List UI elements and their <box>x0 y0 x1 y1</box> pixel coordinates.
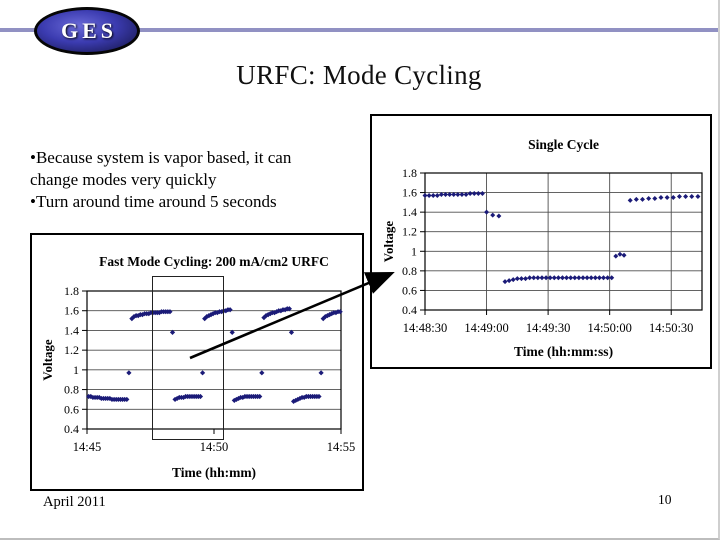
svg-text:14:50: 14:50 <box>200 440 228 454</box>
bullet-line: change modes very quickly <box>30 170 217 190</box>
svg-text:1.2: 1.2 <box>64 343 79 357</box>
svg-text:1.8: 1.8 <box>402 166 417 180</box>
svg-text:14:50:30: 14:50:30 <box>649 321 693 335</box>
page-number: 10 <box>658 492 672 507</box>
svg-text:Time (hh:mm:ss): Time (hh:mm:ss) <box>514 344 613 359</box>
single-cycle-chart-svg: 1.8 1.6 1.4 1.2 1 0.8 0.6 0.4 14:48:30 14:49:00 14… <box>381 137 703 359</box>
svg-text:14:50:00: 14:50:00 <box>587 321 631 335</box>
footer-date: April 2011 <box>43 494 106 510</box>
ges-logo: GES <box>34 7 140 55</box>
svg-text:0.6: 0.6 <box>64 402 79 416</box>
svg-text:1: 1 <box>411 244 417 258</box>
svg-text:14:49:00: 14:49:00 <box>464 321 508 335</box>
svg-text:0.4: 0.4 <box>64 422 79 436</box>
zoom-region-rectangle <box>152 276 224 440</box>
single-cycle-chart: 1.8 1.6 1.4 1.2 1 0.8 0.6 0.4 14:48:30 14:49:00 14… <box>370 114 712 369</box>
svg-text:0.8: 0.8 <box>402 264 417 278</box>
svg-text:1.4: 1.4 <box>64 323 79 337</box>
svg-text:1.2: 1.2 <box>402 225 417 239</box>
svg-text:Time (hh:mm): Time (hh:mm) <box>172 465 256 480</box>
bullet-line: •Turn around time around 5 seconds <box>30 192 277 212</box>
svg-text:0.6: 0.6 <box>402 283 417 297</box>
bullet-list: •Because system is vapor based, it can ch… <box>30 147 365 213</box>
svg-text:14:49:30: 14:49:30 <box>526 321 570 335</box>
accent-divider-line <box>0 28 718 32</box>
svg-text:Fast Mode Cycling: 200 mA/cm2: Fast Mode Cycling: 200 mA/cm2 URFC <box>99 254 329 269</box>
svg-text:14:55: 14:55 <box>327 440 355 454</box>
svg-text:Voltage: Voltage <box>40 339 55 381</box>
svg-text:Voltage: Voltage <box>381 221 396 263</box>
svg-text:1.6: 1.6 <box>402 186 417 200</box>
svg-text:14:48:30: 14:48:30 <box>403 321 447 335</box>
svg-text:1.6: 1.6 <box>64 304 79 318</box>
svg-text:1.4: 1.4 <box>402 205 417 219</box>
svg-text:0.8: 0.8 <box>64 383 79 397</box>
svg-text:0.4: 0.4 <box>402 303 417 317</box>
ges-logo-text: GES <box>60 18 118 43</box>
svg-text:1.8: 1.8 <box>64 284 79 298</box>
svg-text:14:45: 14:45 <box>73 440 101 454</box>
bullet-line: •Because system is vapor based, it can <box>30 148 292 167</box>
svg-text:1: 1 <box>73 363 79 377</box>
slide-title: URFC: Mode Cycling <box>236 60 482 90</box>
svg-text:Single Cycle: Single Cycle <box>528 137 599 152</box>
